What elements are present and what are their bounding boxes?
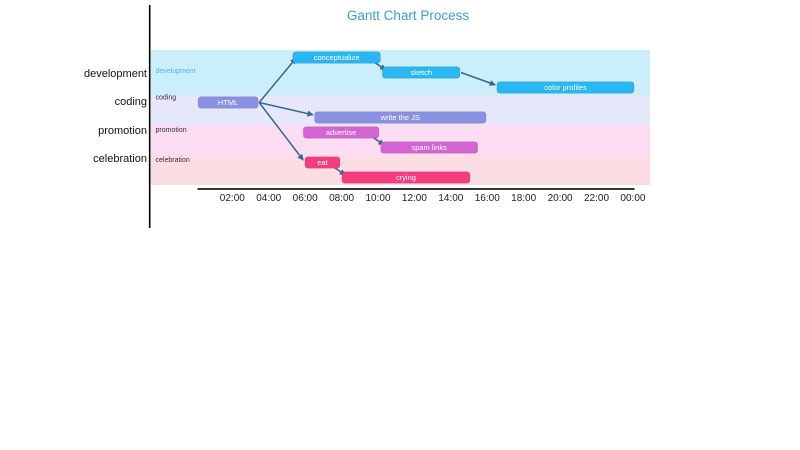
dependency-sketch-to-color-profiles	[460, 71, 497, 86]
task-label-sketch: sketch	[410, 68, 432, 77]
task-bar-html	[197, 96, 259, 109]
time-axis: 02:00 04:00 06:00 08:00 10:00 12:00 14:00 16:00…	[197, 188, 646, 204]
category-label-development: development	[84, 68, 147, 80]
tick-label-18:00: 18:00	[511, 193, 536, 204]
tick-label-10:00: 10:00	[365, 193, 390, 204]
category-label-coding: coding	[115, 96, 147, 108]
section-backgrounds	[151, 50, 650, 185]
tick-label-16:00: 16:00	[475, 193, 500, 204]
task-bar-color-profiles	[496, 81, 635, 94]
tick-label-20:00: 20:00	[548, 193, 573, 204]
tick-label-00:00: 00:00	[620, 193, 645, 204]
tick-label-08:00: 08:00	[329, 193, 354, 204]
task-label-advertise: advertise	[326, 128, 356, 137]
tick-label-12:00: 12:00	[402, 193, 427, 204]
task-bars: conceptualize sketch color profiles HTML wri…	[197, 51, 635, 184]
dependency-html-to-write-the-js	[259, 101, 314, 117]
category-label-celebration: celebration	[93, 153, 147, 165]
task-bar-sketch	[381, 66, 461, 79]
task-bar-crying	[341, 171, 471, 184]
task-label-html: HTML	[218, 98, 238, 107]
task-label-crying: crying	[396, 173, 416, 182]
section-label-celebration: celebration	[156, 157, 190, 164]
task-label-color-profiles: color profiles	[544, 83, 587, 92]
task-label-write-the-js: write the JS	[380, 113, 420, 122]
task-label-eat: eat	[317, 158, 328, 167]
section-label-development: development	[156, 68, 196, 75]
task-bar-conceptualize	[292, 51, 381, 64]
tick-label-06:00: 06:00	[293, 193, 318, 204]
tick-label-14:00: 14:00	[438, 193, 463, 204]
tick-label-02:00: 02:00	[220, 193, 245, 204]
dependency-html-to-eat	[258, 102, 304, 161]
task-bar-advertise	[302, 126, 380, 139]
category-axis-labels: development coding promotion celebration	[84, 68, 147, 165]
tick-label-04:00: 04:00	[256, 193, 281, 204]
task-bar-eat	[304, 156, 341, 169]
task-bar-spam-links	[380, 141, 479, 154]
section-label-promotion: promotion	[156, 127, 187, 134]
chart-title: Gantt Chart Process	[347, 8, 470, 23]
tick-label-22:00: 22:00	[584, 193, 609, 204]
section-labels: development coding promotion celebration	[156, 68, 196, 164]
dependency-html-to-conceptualize	[258, 57, 297, 103]
task-bar-write-the-js	[314, 111, 487, 124]
category-label-promotion: promotion	[98, 125, 147, 137]
task-label-spam-links: spam links	[411, 143, 447, 152]
task-label-conceptualize: conceptualize	[314, 53, 360, 62]
section-label-coding: coding	[156, 94, 177, 101]
